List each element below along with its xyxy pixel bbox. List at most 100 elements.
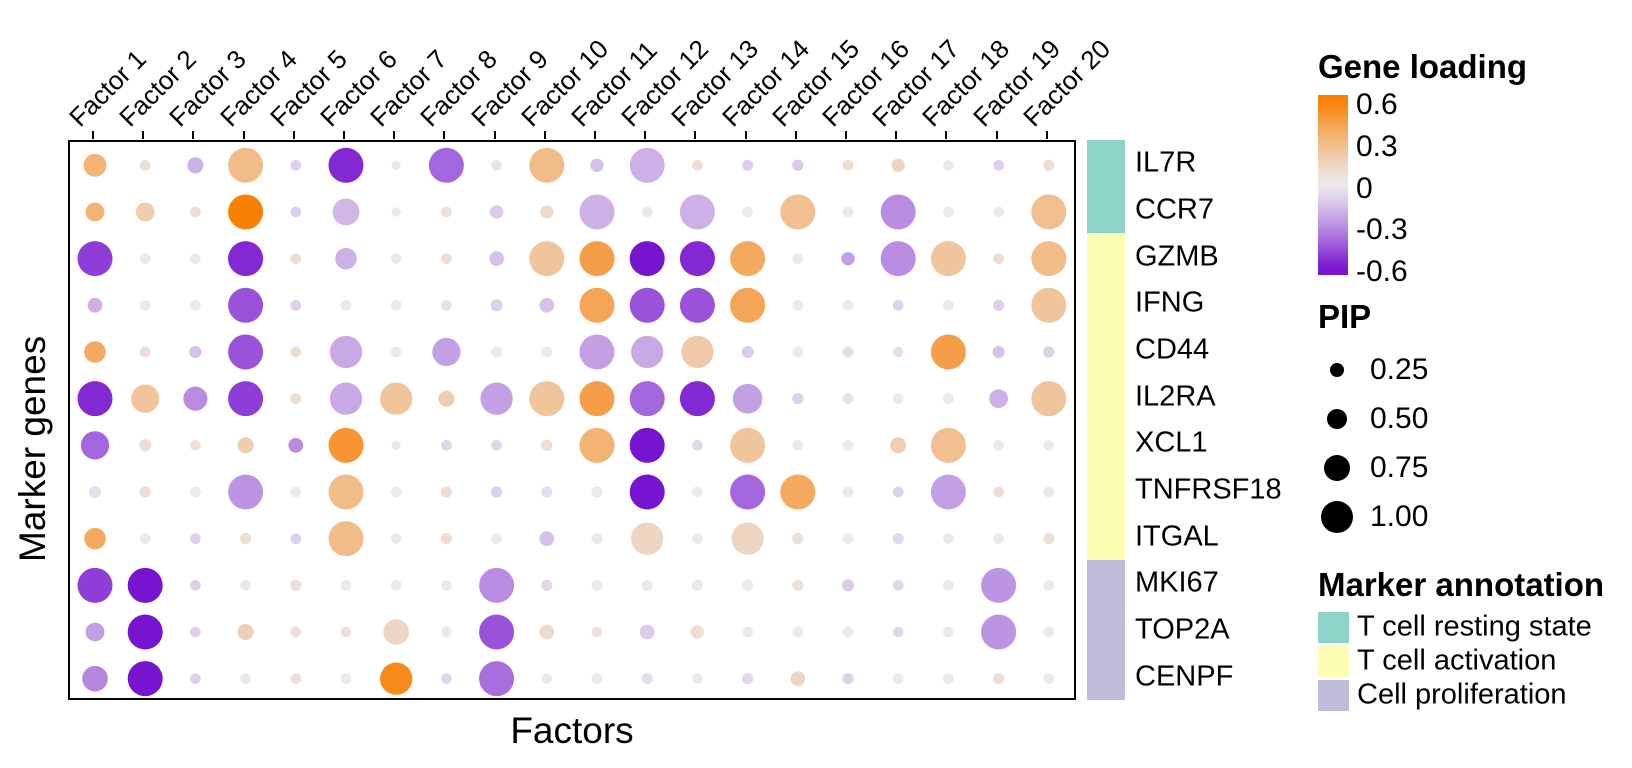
dot-CD44-3 [189, 345, 202, 359]
dot-TNFRSF18-8 [440, 486, 453, 498]
dot-CCR7-12 [641, 206, 653, 218]
dot-ITGAL-3 [190, 533, 201, 545]
dot-IL7R-14 [741, 159, 754, 171]
gene-label-IL7R: IL7R [1135, 146, 1197, 179]
dot-ITGAL-16 [842, 533, 854, 545]
dot-GZMB-19 [993, 253, 1004, 264]
dot-GZMB-7 [390, 253, 402, 264]
dot-CCR7-15 [780, 194, 816, 230]
dot-IL2RA-8 [438, 390, 455, 407]
gene-label-IFNG: IFNG [1135, 286, 1205, 319]
dot-XCL1-6 [328, 427, 364, 463]
dot-IL2RA-5 [290, 393, 302, 404]
dot-GZMB-9 [489, 251, 504, 267]
dot-IL7R-17 [891, 158, 905, 172]
dot-IFNG-14 [730, 287, 766, 323]
y-axis-title: Marker genes [12, 335, 53, 562]
x-tick [543, 131, 546, 139]
x-tick [443, 131, 446, 139]
x-tick [644, 131, 647, 139]
dot-IFNG-3 [190, 299, 201, 311]
dot-MKI67-6 [340, 579, 352, 591]
dot-XCL1-5 [288, 437, 304, 453]
dot-IL2RA-16 [842, 393, 854, 404]
dot-IL7R-16 [842, 159, 854, 171]
dot-GZMB-5 [290, 253, 302, 264]
dot-TNFRSF18-12 [629, 474, 665, 510]
dot-MKI67-19 [981, 567, 1017, 603]
dot-MKI67-8 [441, 579, 452, 591]
dot-CENPF-2 [127, 661, 163, 697]
colorbar-legend-title: Gene loading [1318, 48, 1528, 85]
dot-GZMB-11 [579, 241, 615, 277]
dot-XCL1-16 [842, 439, 854, 451]
dot-TNFRSF18-13 [692, 486, 703, 498]
dot-IFNG-7 [390, 299, 402, 311]
dot-CENPF-11 [591, 673, 603, 685]
gene-label-CD44: CD44 [1135, 333, 1210, 366]
dot-IFNG-6 [340, 299, 352, 311]
gene-label-MKI67: MKI67 [1135, 566, 1219, 599]
dot-TOP2A-1 [85, 622, 105, 642]
pip-legend-label: 1.00 [1370, 500, 1429, 533]
x-tick [744, 131, 747, 139]
dot-TNFRSF18-14 [730, 474, 766, 510]
dot-IFNG-10 [539, 297, 555, 313]
dot-CCR7-9 [489, 205, 504, 219]
dot-CENPF-9 [479, 661, 515, 697]
dot-GZMB-8 [441, 253, 452, 264]
colorbar-tick-label: 0.3 [1356, 129, 1398, 163]
x-tick [393, 131, 396, 139]
dot-TNFRSF18-3 [190, 486, 201, 498]
x-tick [242, 131, 245, 139]
dot-MKI67-2 [127, 567, 163, 603]
dot-IFNG-18 [943, 299, 954, 311]
dot-CD44-16 [842, 346, 854, 358]
dot-matrix [77, 147, 1067, 697]
dot-GZMB-17 [880, 241, 916, 277]
dot-IL2RA-20 [1031, 381, 1067, 417]
dot-TNFRSF18-1 [88, 485, 102, 499]
dot-TNFRSF18-19 [993, 486, 1004, 498]
x-tick [845, 131, 847, 139]
dot-ITGAL-14 [731, 522, 764, 555]
dot-ITGAL-2 [139, 533, 151, 545]
dot-MKI67-5 [290, 579, 302, 591]
dot-TOP2A-20 [1043, 626, 1055, 638]
dot-TNFRSF18-9 [490, 486, 503, 498]
dot-IL7R-7 [391, 160, 401, 170]
dot-XCL1-7 [391, 440, 401, 450]
annotation-legend-label: T cell resting state [1357, 610, 1592, 643]
dot-IL7R-15 [792, 159, 804, 171]
dot-TOP2A-19 [981, 614, 1017, 650]
dot-TNFRSF18-5 [290, 486, 302, 498]
dot-ITGAL-9 [491, 533, 502, 545]
colorbar-tick-label: -0.3 [1356, 213, 1408, 247]
dot-XCL1-17 [890, 437, 907, 454]
x-tick [192, 131, 195, 139]
dot-IL7R-10 [529, 147, 565, 183]
dot-CCR7-18 [943, 206, 954, 218]
dot-IL2RA-17 [892, 393, 904, 404]
dot-CD44-10 [541, 346, 553, 358]
gene-label-TOP2A: TOP2A [1135, 613, 1230, 646]
dot-CCR7-1 [85, 202, 105, 222]
x-tick [142, 131, 145, 139]
gene-label-XCL1: XCL1 [1135, 426, 1208, 459]
dot-IL2RA-9 [480, 382, 513, 415]
dot-CCR7-10 [540, 205, 554, 219]
dot-GZMB-18 [930, 241, 966, 277]
dot-CENPF-4 [240, 673, 251, 685]
annotation-swatch [1318, 646, 1349, 677]
x-tick [292, 131, 295, 139]
dot-CCR7-13 [679, 194, 715, 230]
gene-label-CCR7: CCR7 [1135, 193, 1214, 226]
dot-IFNG-13 [679, 287, 715, 323]
dot-GZMB-10 [529, 241, 565, 277]
dot-IL7R-11 [590, 158, 604, 172]
dot-GZMB-14 [730, 241, 766, 277]
row-annotation-bar [1087, 233, 1125, 561]
dot-XCL1-20 [1043, 439, 1055, 451]
dot-GZMB-1 [77, 241, 113, 277]
